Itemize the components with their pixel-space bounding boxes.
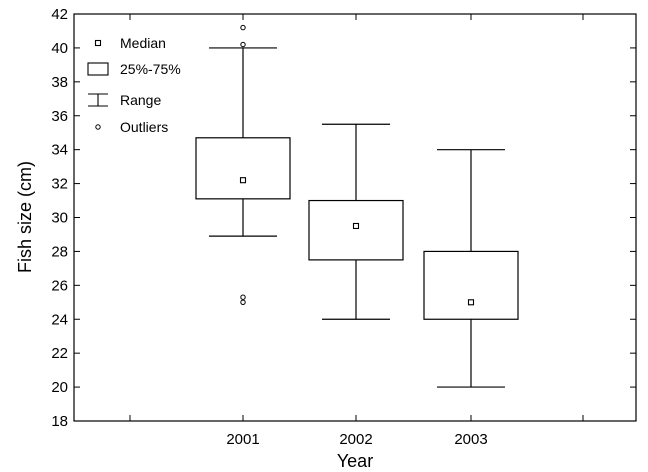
legend-label: 25%-75% [120,61,181,77]
median-marker [352,222,360,230]
y-tick-label: 18 [51,413,68,430]
y-tick-label: 22 [51,345,68,362]
box-2001 [195,24,291,305]
iqr-box [195,137,291,200]
y-axis-title: Fish size (cm) [15,161,35,273]
legend-item: Median [94,35,166,51]
outlier-point [240,24,246,31]
legend-label: Median [120,35,166,51]
y-tick-label: 20 [51,379,68,396]
iqr-box [423,250,519,320]
x-axis-title: Year [337,451,373,471]
y-tick-label: 42 [51,6,68,23]
y-tick-label: 36 [51,108,68,125]
x-tick-label: 2002 [339,431,372,448]
legend-item: 25%-75% [87,61,181,77]
box-2003 [423,149,519,388]
iqr-box [308,199,404,261]
y-tick-label: 32 [51,176,68,193]
median-marker [467,299,475,306]
y-tick-label: 40 [51,40,68,57]
legend-item: Range [88,92,161,108]
x-axis: 2001 2002 2003 [129,14,584,448]
y-tick-label: 24 [51,311,68,328]
x-tick-label: 2001 [226,431,259,448]
legend: Median 25%-75% Range Outliers [87,35,181,135]
y-tick-label: 30 [51,210,68,227]
outlier-point [240,294,246,300]
box-2002 [308,123,404,320]
y-tick-label: 34 [51,142,68,159]
x-tick-label: 2003 [454,431,487,448]
legend-outlier-symbol [95,124,101,130]
y-tick-label: 38 [51,74,68,91]
legend-label: Outliers [120,119,168,135]
y-tick-label: 26 [51,277,68,294]
y-tick-label: 28 [51,243,68,260]
median-marker [239,177,247,184]
outlier-point [240,41,246,48]
legend-box-symbol [87,62,109,76]
outlier-point [240,299,246,305]
y-axis: 18 20 22 24 26 28 30 32 34 36 38 40 42 [51,6,636,430]
box-series [195,24,519,388]
legend-label: Range [120,92,161,108]
legend-item: Outliers [95,119,168,135]
legend-median-symbol [94,39,102,47]
